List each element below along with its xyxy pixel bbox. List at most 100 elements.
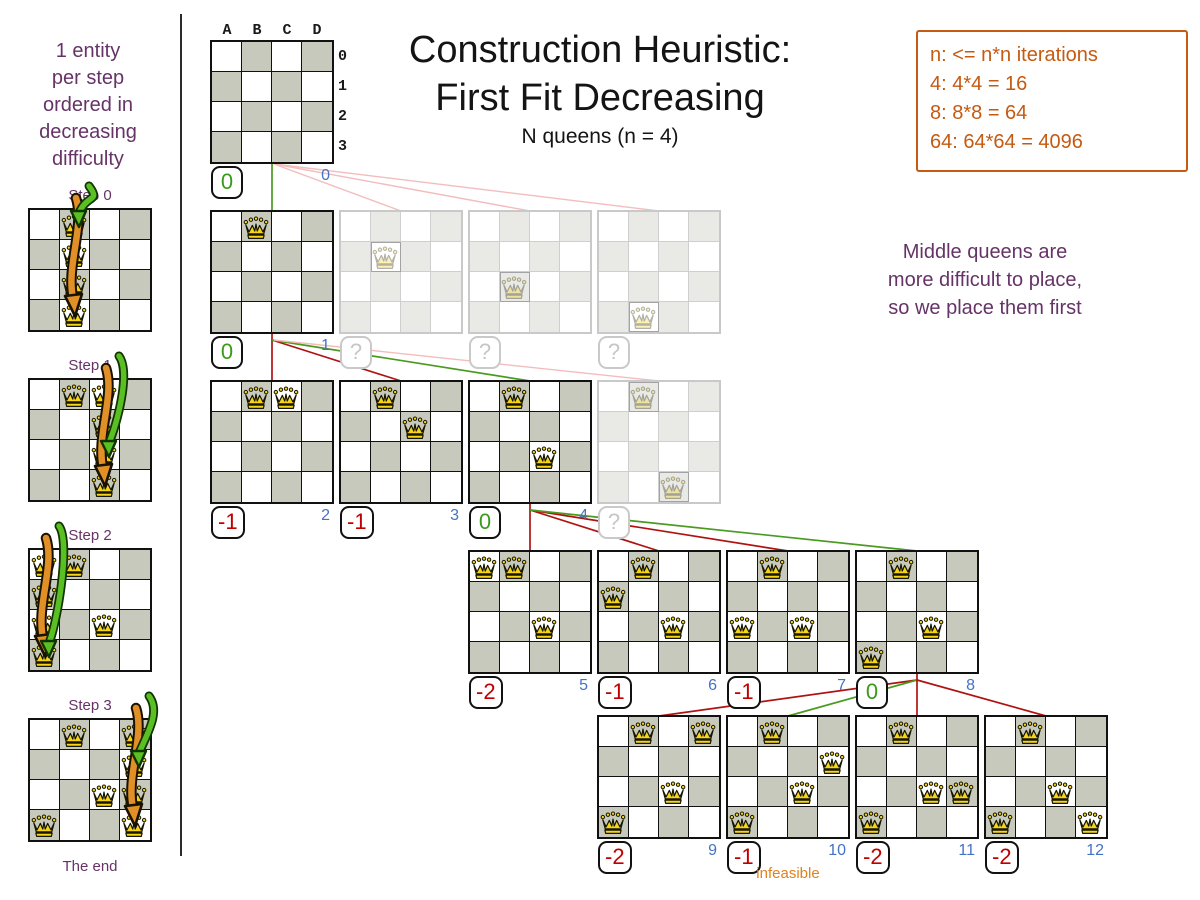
board-cell [728,582,758,612]
board-cell [758,642,788,672]
board-cell [212,412,242,442]
board-cell [659,642,689,672]
board-cell [689,272,719,302]
board-cell [659,717,689,747]
board-cell [947,642,977,672]
iteration-label: 6 [708,677,717,694]
board-cell [530,412,560,442]
tree-board-n2d [597,380,721,504]
board-cell [341,382,371,412]
iteration-label: 10 [828,842,846,859]
board-cell [560,302,590,332]
board-cell [947,612,977,642]
board-cell [30,440,60,470]
score-badge: 0 [211,166,243,199]
board-cell [90,720,120,750]
board-cell [341,272,371,302]
iteration-label: 2 [321,507,330,524]
board-cell [788,777,818,807]
board-cell [431,302,461,332]
score-badge: -2 [598,841,632,874]
board-cell [887,642,917,672]
board-cell [689,442,719,472]
queen-icon [1077,811,1103,834]
board-cell [401,382,431,412]
board-cell [500,582,530,612]
queen-icon [31,814,57,837]
board-cell [212,42,242,72]
board-cell [530,382,560,412]
board-cell [629,807,659,837]
queen-icon [630,721,656,744]
step-label: Step 2 [68,527,112,544]
row-label: 2 [338,108,348,125]
board-cell [857,717,887,747]
board-cell [986,777,1016,807]
board-cell [689,382,719,412]
board-cell [272,412,302,442]
board-cell [560,612,590,642]
board-cell [947,552,977,582]
board-cell [500,472,530,502]
queen-icon [372,246,398,269]
board-cell [212,472,242,502]
board-cell [659,412,689,442]
board-cell [60,810,90,840]
board-cell [341,412,371,442]
queen-icon [660,781,686,804]
queen-icon [789,616,815,639]
queen-icon [531,446,557,469]
board-cell [599,472,629,502]
board-cell [500,302,530,332]
score-badge: -1 [727,676,761,709]
sidebar-divider [180,14,182,856]
board-cell [60,750,90,780]
board-cell [788,807,818,837]
board-cell [30,270,60,300]
board-cell [341,472,371,502]
board-cell [212,272,242,302]
score-badge: 0 [469,506,501,539]
board-cell [401,472,431,502]
score-badge: ? [598,506,630,539]
queen-icon [600,586,626,609]
board-cell [120,440,150,470]
score-badge: -2 [985,841,1019,874]
score-badge: ? [598,336,630,369]
board-cell [659,272,689,302]
tree-board-n2b [339,380,463,504]
tree-board-root [210,40,334,164]
queen-icon [819,751,845,774]
queen-icon [61,214,87,237]
iteration-label: 3 [450,507,459,524]
board-cell [659,242,689,272]
board-cell [818,717,848,747]
board-cell [302,442,332,472]
board-cell [60,780,90,810]
board-cell [857,747,887,777]
tree-board-n1d [597,210,721,334]
queen-icon [91,784,117,807]
queen-icon [243,386,269,409]
board-cell [599,272,629,302]
tree-board-n4b [726,715,850,839]
board-cell [470,612,500,642]
board-cell [659,552,689,582]
board-cell [302,302,332,332]
board-cell [887,777,917,807]
queen-icon [61,244,87,267]
board-cell [30,380,60,410]
board-cell [341,442,371,472]
queen-icon [918,616,944,639]
board-cell [599,717,629,747]
queen-icon [91,444,117,467]
edge-red-n1a-n2b [271,339,402,382]
board-cell [560,272,590,302]
queen-icon [61,724,87,747]
board-cell [90,300,120,330]
board-cell [728,747,758,777]
board-cell [659,807,689,837]
infeasible-label: infeasible [756,865,820,882]
board-cell [788,642,818,672]
board-cell [818,642,848,672]
